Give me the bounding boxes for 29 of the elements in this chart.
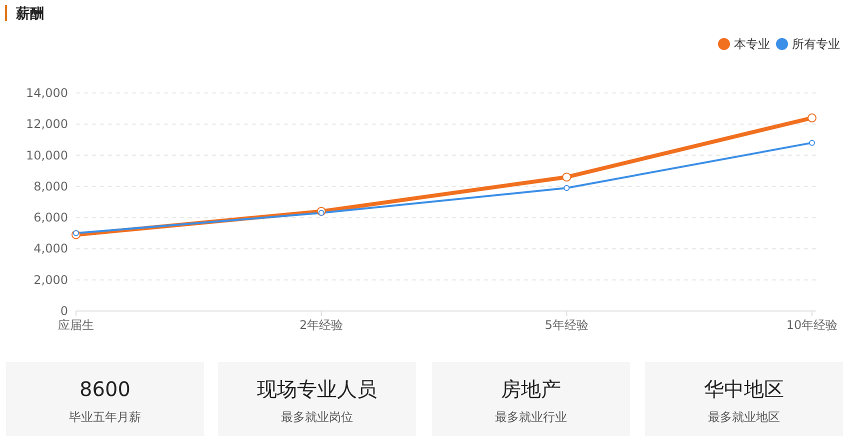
point [73, 230, 79, 236]
chart-title: 薪酬 [15, 6, 44, 22]
y-tick-label: 6,000 [34, 210, 68, 225]
text: 最多就业岗位 [281, 410, 353, 424]
legend-label: 所有专业 [792, 37, 840, 51]
x-tick-label: 10年经验 [786, 318, 838, 332]
y-tick-label: 14,000 [26, 86, 68, 100]
y-tick-label: 4,000 [34, 242, 68, 256]
point [564, 184, 570, 191]
text: 现场专业人员 [257, 377, 377, 401]
text: 房地产 [501, 377, 561, 401]
legend-label: 本专业 [734, 37, 770, 51]
x-tick-label: 应届生 [58, 318, 94, 332]
point [808, 113, 816, 122]
y-tick-label: 2,000 [34, 272, 68, 287]
point [318, 210, 324, 216]
text: 华中地区 [704, 377, 784, 401]
text: 最多就业地区 [708, 410, 780, 424]
y-tick-label: 8,000 [34, 179, 68, 194]
y-tick-label: 10,000 [26, 148, 68, 162]
x-tick-label: 5年经验 [544, 318, 588, 332]
text: 8600 [80, 377, 130, 401]
y-tick-label: 12,000 [26, 117, 68, 132]
y-tick-label: 0 [60, 304, 68, 318]
point [809, 140, 815, 146]
text: 毕业五年月薪 [69, 410, 141, 424]
x-tick-label: 2年经验 [300, 318, 344, 332]
point [562, 172, 572, 182]
text: 最多就业行业 [495, 410, 567, 424]
